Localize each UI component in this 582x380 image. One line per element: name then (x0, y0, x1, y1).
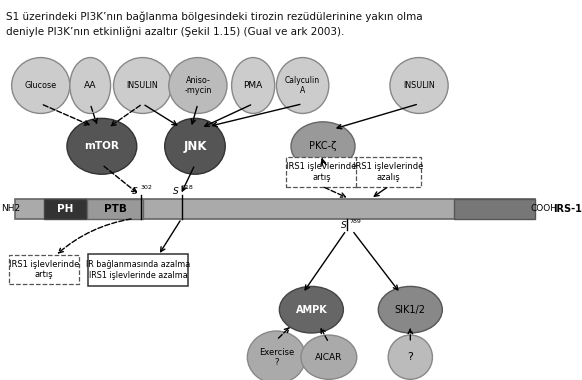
Text: Exercise
?: Exercise ? (259, 348, 294, 367)
Ellipse shape (113, 57, 172, 114)
Text: Calyculin
A: Calyculin A (285, 76, 320, 95)
Text: 302: 302 (141, 185, 152, 190)
Text: S: S (132, 187, 138, 196)
Text: PMA: PMA (243, 81, 263, 90)
Text: Aniso-
-mycin: Aniso- -mycin (184, 76, 212, 95)
Text: IRS-1: IRS-1 (553, 204, 582, 214)
Text: 318: 318 (182, 185, 193, 190)
Text: IRS1 işlevlerinde
artış: IRS1 işlevlerinde artış (9, 260, 79, 279)
Ellipse shape (301, 335, 357, 379)
Text: IRS1 işlevlerinde
azalış: IRS1 işlevlerinde azalış (353, 162, 424, 182)
Text: IR bağlanmasında azalma
IRS1 işlevlerinde azalma: IR bağlanmasında azalma IRS1 işlevlerind… (86, 260, 190, 280)
Text: S1 üzerindeki PI3K’nın bağlanma bölgesindeki tirozin rezüdülerinine yakın olma: S1 üzerindeki PI3K’nın bağlanma bölgesin… (6, 11, 423, 22)
Ellipse shape (67, 118, 137, 174)
Ellipse shape (388, 335, 432, 379)
FancyBboxPatch shape (15, 199, 535, 218)
Text: AMPK: AMPK (296, 305, 327, 315)
Text: SIK1/2: SIK1/2 (395, 305, 426, 315)
Ellipse shape (70, 57, 111, 114)
Text: S: S (173, 187, 179, 196)
Text: PH: PH (57, 204, 74, 214)
FancyBboxPatch shape (87, 199, 143, 218)
Ellipse shape (169, 57, 227, 114)
Ellipse shape (232, 57, 275, 114)
FancyBboxPatch shape (356, 157, 421, 187)
Text: deniyle PI3K’nın etkinliğni azaltır (Şekil 1.15) (Gual ve ark 2003).: deniyle PI3K’nın etkinliğni azaltır (Şek… (6, 27, 344, 37)
Text: IRS1 işlevlerinde
artış: IRS1 işlevlerinde artış (286, 162, 357, 182)
Ellipse shape (276, 57, 329, 114)
FancyBboxPatch shape (9, 255, 79, 284)
Ellipse shape (279, 287, 343, 333)
Text: NH2: NH2 (1, 204, 20, 213)
FancyBboxPatch shape (454, 199, 535, 218)
Ellipse shape (378, 287, 442, 333)
Ellipse shape (390, 57, 448, 114)
Text: Glucose: Glucose (24, 81, 57, 90)
Text: INSULIN: INSULIN (127, 81, 158, 90)
Ellipse shape (291, 122, 355, 171)
FancyBboxPatch shape (44, 199, 87, 218)
Text: AA: AA (84, 81, 97, 90)
Text: S: S (340, 221, 346, 230)
Text: mTOR: mTOR (84, 141, 119, 151)
Text: PKC-ζ: PKC-ζ (309, 141, 337, 151)
FancyBboxPatch shape (88, 254, 188, 286)
Ellipse shape (165, 118, 225, 174)
Text: ?: ? (407, 352, 413, 362)
Text: COOH: COOH (531, 204, 558, 213)
FancyBboxPatch shape (286, 157, 357, 187)
Text: 789: 789 (349, 219, 361, 224)
Ellipse shape (12, 57, 70, 114)
Text: PTB: PTB (104, 204, 126, 214)
Text: JNK: JNK (183, 140, 207, 153)
Ellipse shape (247, 331, 306, 380)
Text: AICAR: AICAR (315, 353, 343, 362)
Text: INSULIN: INSULIN (403, 81, 435, 90)
